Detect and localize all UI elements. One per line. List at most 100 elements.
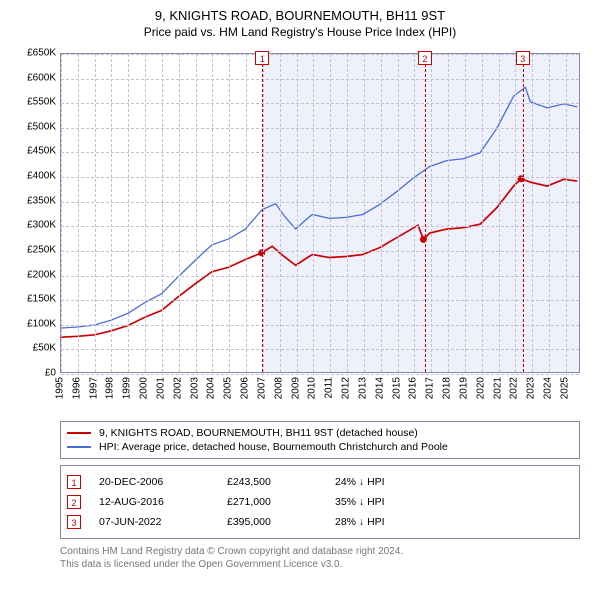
x-axis-label: 2015: [391, 377, 402, 399]
x-axis-label: 2008: [273, 377, 284, 399]
x-axis-label: 2002: [172, 377, 183, 399]
gridline-vertical: [330, 54, 331, 372]
transaction-row: 212-AUG-2016£271,00035% ↓ HPI: [67, 492, 573, 512]
gridline-horizontal: [61, 152, 579, 153]
gridline-vertical: [313, 54, 314, 372]
x-axis-label: 2013: [357, 377, 368, 399]
x-axis-label: 2011: [324, 377, 335, 399]
chart-title: 9, KNIGHTS ROAD, BOURNEMOUTH, BH11 9ST: [14, 8, 586, 23]
y-axis-label: £400K: [14, 171, 56, 182]
gridline-horizontal: [61, 276, 579, 277]
gridline-vertical: [566, 54, 567, 372]
x-axis-label: 1995: [55, 377, 66, 399]
x-axis-label: 2018: [442, 377, 453, 399]
gridline-vertical: [280, 54, 281, 372]
x-axis-label: 1997: [88, 377, 99, 399]
gridline-vertical: [499, 54, 500, 372]
y-axis-label: £500K: [14, 121, 56, 132]
y-axis-label: £50K: [14, 343, 56, 354]
y-axis-label: £300K: [14, 220, 56, 231]
gridline-horizontal: [61, 177, 579, 178]
y-axis-label: £600K: [14, 72, 56, 83]
copyright-line-2: This data is licensed under the Open Gov…: [60, 558, 580, 571]
transaction-diff: 24% ↓ HPI: [335, 476, 425, 488]
x-axis-label: 2006: [240, 377, 251, 399]
gridline-vertical: [196, 54, 197, 372]
legend-swatch: [67, 446, 91, 448]
gridline-vertical: [465, 54, 466, 372]
transaction-date: 07-JUN-2022: [99, 516, 209, 528]
x-axis-label: 1998: [105, 377, 116, 399]
transaction-row: 307-JUN-2022£395,00028% ↓ HPI: [67, 512, 573, 532]
x-axis-label: 2010: [307, 377, 318, 399]
gridline-horizontal: [61, 54, 579, 55]
gridline-vertical: [297, 54, 298, 372]
gridline-vertical: [179, 54, 180, 372]
transaction-row: 1 20-DEC-2006 £243,500 24% ↓ HPI: [67, 472, 573, 492]
x-axis-label: 2001: [155, 377, 166, 399]
x-axis-label: 2022: [509, 377, 520, 399]
transaction-diff: 35% ↓ HPI: [335, 496, 425, 508]
y-axis-label: £150K: [14, 294, 56, 305]
event-marker-3: 3: [516, 51, 530, 65]
legend-item: 9, KNIGHTS ROAD, BOURNEMOUTH, BH11 9ST (…: [67, 426, 573, 440]
transaction-badge: 1: [67, 475, 81, 489]
gridline-vertical: [414, 54, 415, 372]
chart-area: 123 £0£50K£100K£150K£200K£250K£300K£350K…: [14, 47, 586, 417]
event-marker-1: 1: [255, 51, 269, 65]
y-axis-label: £550K: [14, 97, 56, 108]
gridline-vertical: [162, 54, 163, 372]
x-axis-label: 2012: [341, 377, 352, 399]
x-axis-label: 2019: [458, 377, 469, 399]
gridline-vertical: [145, 54, 146, 372]
transaction-price: £243,500: [227, 476, 317, 488]
y-axis-label: £450K: [14, 146, 56, 157]
gridline-vertical: [431, 54, 432, 372]
event-line: [425, 54, 426, 372]
gridline-horizontal: [61, 325, 579, 326]
gridline-vertical: [549, 54, 550, 372]
event-line: [523, 54, 524, 372]
legend-label: HPI: Average price, detached house, Bour…: [99, 441, 448, 453]
gridline-vertical: [347, 54, 348, 372]
x-axis-label: 1996: [71, 377, 82, 399]
transactions-box: 1 20-DEC-2006 £243,500 24% ↓ HPI 212-AUG-201…: [60, 465, 580, 539]
gridline-vertical: [515, 54, 516, 372]
copyright-notice: Contains HM Land Registry data © Crown c…: [60, 545, 580, 571]
gridline-vertical: [111, 54, 112, 372]
transaction-date: 20-DEC-2006: [99, 476, 209, 488]
x-axis-label: 2014: [374, 377, 385, 399]
x-axis-label: 2004: [206, 377, 217, 399]
gridline-vertical: [212, 54, 213, 372]
x-axis-label: 2003: [189, 377, 200, 399]
x-axis-label: 2024: [543, 377, 554, 399]
transaction-dot-2: [420, 236, 427, 243]
gridline-horizontal: [61, 128, 579, 129]
x-axis-label: 2021: [492, 377, 503, 399]
x-axis-label: 2016: [408, 377, 419, 399]
x-axis-label: 2025: [559, 377, 570, 399]
legend-box: 9, KNIGHTS ROAD, BOURNEMOUTH, BH11 9ST (…: [60, 421, 580, 459]
gridline-horizontal: [61, 226, 579, 227]
gridline-vertical: [364, 54, 365, 372]
x-axis-label: 2017: [425, 377, 436, 399]
gridline-horizontal: [61, 251, 579, 252]
gridline-vertical: [95, 54, 96, 372]
gridline-horizontal: [61, 202, 579, 203]
y-axis-label: £100K: [14, 318, 56, 329]
gridline-vertical: [128, 54, 129, 372]
event-line: [262, 54, 263, 372]
y-axis-label: £200K: [14, 269, 56, 280]
x-axis-label: 2023: [526, 377, 537, 399]
y-axis-label: £650K: [14, 48, 56, 59]
x-axis-label: 2000: [139, 377, 150, 399]
gridline-horizontal: [61, 374, 579, 375]
x-axis-label: 1999: [122, 377, 133, 399]
gridline-vertical: [532, 54, 533, 372]
transaction-badge: 3: [67, 515, 81, 529]
transaction-badge: 2: [67, 495, 81, 509]
gridline-vertical: [448, 54, 449, 372]
y-axis-label: £350K: [14, 195, 56, 206]
event-marker-2: 2: [418, 51, 432, 65]
gridline-vertical: [78, 54, 79, 372]
